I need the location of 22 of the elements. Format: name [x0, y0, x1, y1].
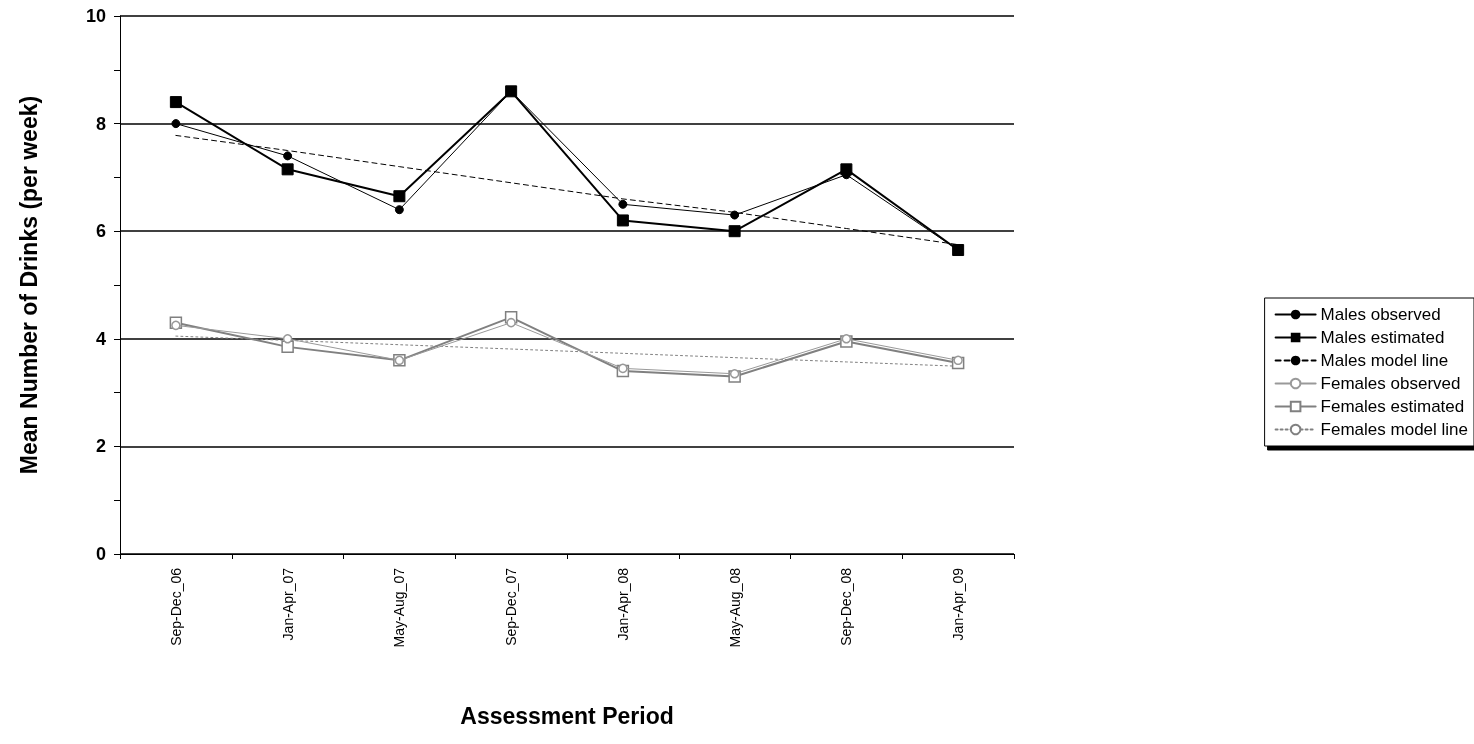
- x-tick-label: May-Aug_07: [391, 567, 408, 648]
- x-tick-label: Jan-Apr_07: [279, 567, 296, 641]
- x-tick-label: Sep-Dec_08: [838, 567, 855, 646]
- y-tick-label: 4: [95, 328, 106, 349]
- x-axis-title: Assessment Period: [460, 702, 674, 729]
- y-tick-label: 0: [95, 544, 106, 564]
- legend-label: Males model line: [1320, 351, 1449, 370]
- y-axis-title: Mean Number of Drinks (per week): [15, 95, 42, 475]
- y-tick-label: 8: [95, 113, 106, 134]
- x-tick-label: Sep-Dec_07: [503, 567, 520, 646]
- y-tick-label: 6: [95, 221, 106, 242]
- x-tick-label: Sep-Dec_06: [167, 567, 184, 646]
- legend-label: Males estimated: [1320, 328, 1445, 347]
- x-tick-label: May-Aug_08: [726, 567, 743, 648]
- legend-label: Males observed: [1320, 305, 1441, 324]
- legend-label: Females estimated: [1320, 397, 1465, 416]
- x-tick-label: Jan-Apr_08: [614, 567, 631, 641]
- y-tick-label: 10: [85, 6, 106, 26]
- legend-label: Females observed: [1320, 374, 1461, 393]
- x-tick-label: Jan-Apr_09: [950, 567, 967, 641]
- y-tick-label: 2: [95, 436, 106, 457]
- legend-label: Females model line: [1320, 420, 1469, 439]
